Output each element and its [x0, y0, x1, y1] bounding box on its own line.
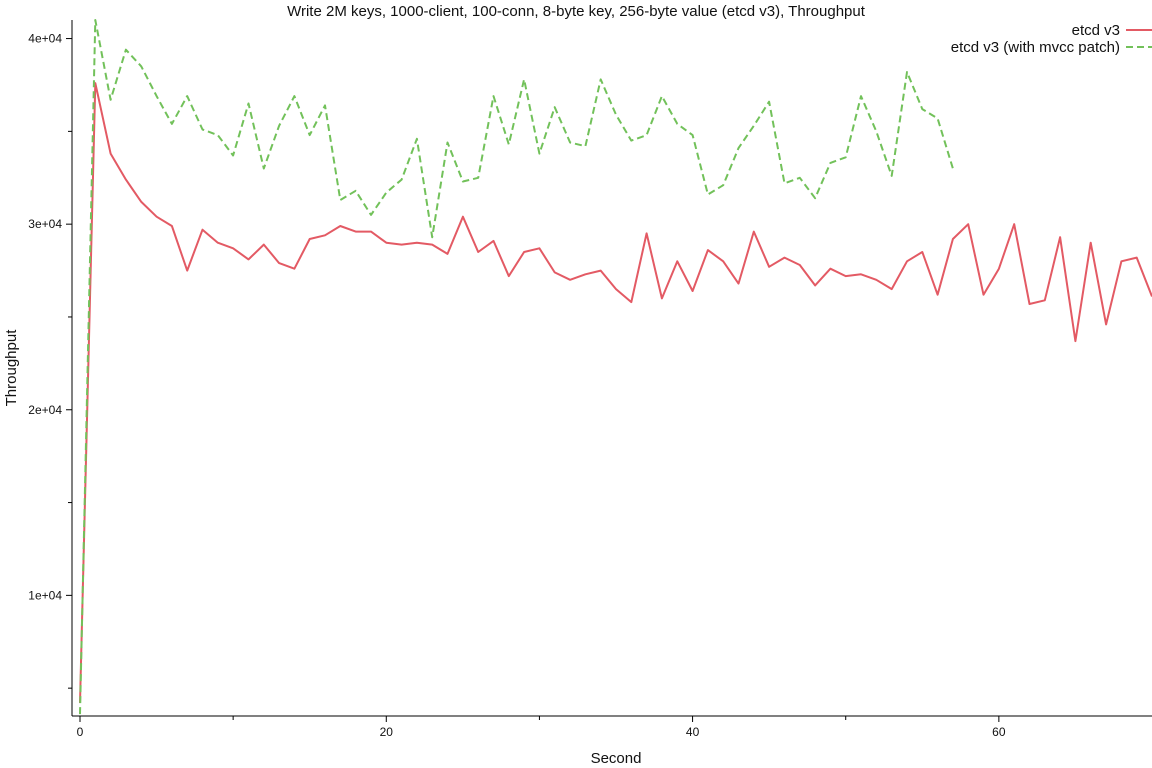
x-tick-label: 60 [992, 725, 1006, 739]
x-tick-label: 20 [380, 725, 394, 739]
y-tick-label: 2e+04 [28, 403, 62, 417]
series-line-2 [79, 19, 954, 715]
y-tick-label: 1e+04 [28, 588, 62, 602]
y-axis-title: Throughput [3, 329, 20, 407]
axes [71, 20, 1152, 717]
y-tick-label: 3e+04 [28, 217, 62, 231]
series-line-1 [79, 82, 1152, 704]
x-tick-label: 0 [77, 725, 84, 739]
x-ticks: 0 20 40 60 [77, 716, 1006, 739]
legend-label-1: etcd v3 [1072, 22, 1120, 39]
y-ticks: 1e+04 2e+04 3e+04 4e+04 [28, 32, 72, 689]
chart-title: Write 2M keys, 1000-client, 100-conn, 8-… [287, 3, 866, 20]
y-tick-label: 4e+04 [28, 32, 62, 46]
series-layer [79, 19, 1152, 715]
x-tick-label: 40 [686, 725, 700, 739]
legend-label-2: etcd v3 (with mvcc patch) [951, 39, 1120, 56]
x-axis-title: Second [591, 750, 642, 767]
